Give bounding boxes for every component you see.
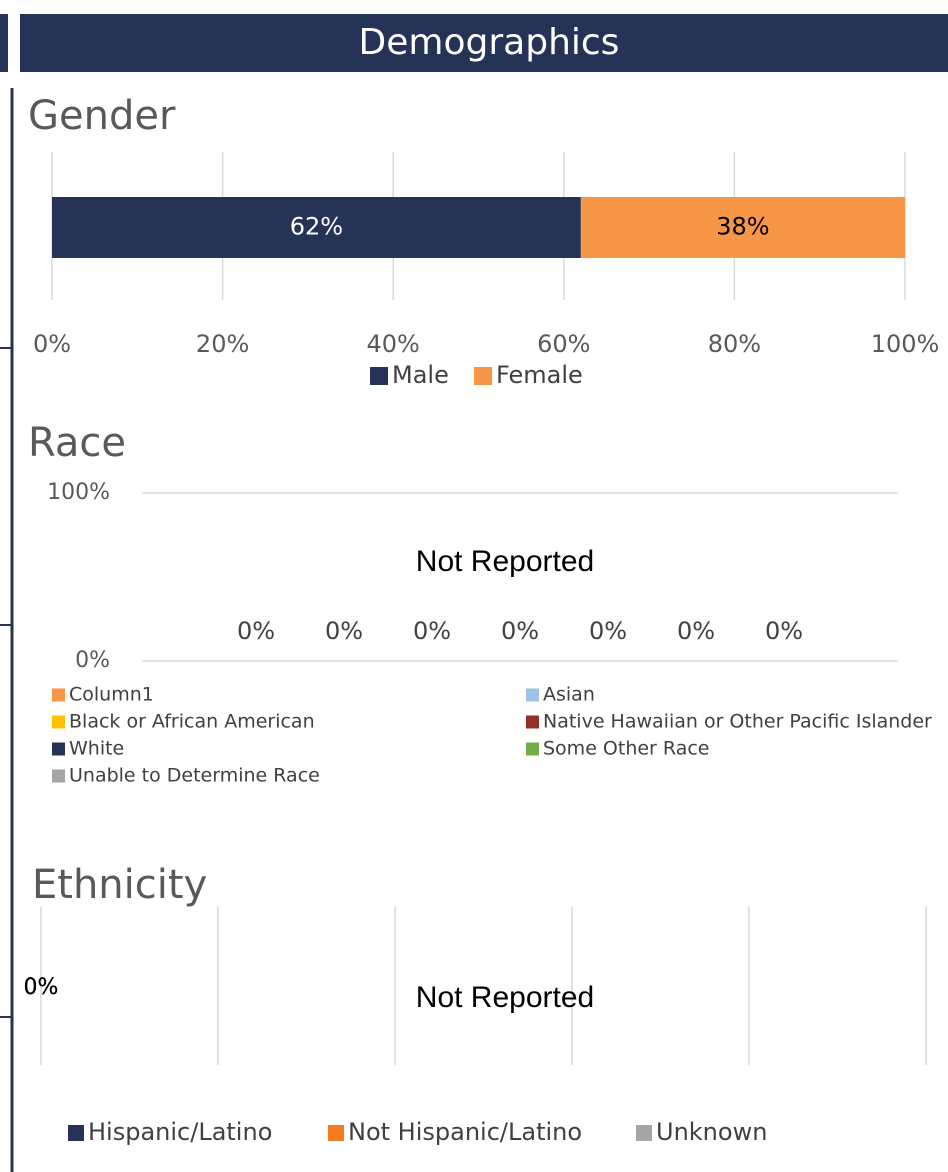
bar-segment bbox=[52, 197, 581, 258]
bar-segment bbox=[580, 197, 905, 258]
legend-swatch bbox=[370, 367, 388, 385]
data-label: 0% bbox=[24, 975, 59, 1000]
legend-label: Unknown bbox=[656, 1118, 767, 1146]
header-bar bbox=[20, 14, 948, 72]
x-tick-label: 80% bbox=[708, 330, 761, 358]
data-label: 38% bbox=[716, 213, 769, 241]
legend-swatch bbox=[52, 688, 65, 702]
data-label: 0% bbox=[325, 617, 363, 645]
legend-label: Native Hawaiian or Other Pacific Islande… bbox=[543, 711, 932, 733]
legend-label: Unable to Determine Race bbox=[69, 765, 320, 787]
legend-swatch bbox=[68, 1125, 84, 1141]
legend-swatch bbox=[474, 367, 492, 385]
legend-swatch bbox=[526, 715, 539, 729]
legend-label: Male bbox=[392, 361, 449, 389]
x-tick-label: 40% bbox=[367, 330, 420, 358]
legend-swatch bbox=[636, 1125, 652, 1141]
legend-label: Asian bbox=[543, 684, 595, 706]
legend-label: Black or African American bbox=[69, 711, 315, 733]
data-label: 0% bbox=[24, 975, 59, 1000]
legend-label: Column1 bbox=[69, 684, 154, 706]
chart-title: Gender bbox=[28, 93, 176, 139]
data-label: 0% bbox=[413, 617, 451, 645]
y-tick-label: 100% bbox=[47, 480, 110, 505]
legend-swatch bbox=[52, 769, 65, 783]
x-tick-label: 100% bbox=[871, 330, 940, 358]
legend-label: Not Hispanic/Latino bbox=[348, 1118, 582, 1146]
legend-swatch bbox=[328, 1125, 344, 1141]
data-label: 0% bbox=[24, 975, 59, 1000]
annotation: Not Reported bbox=[416, 545, 594, 578]
x-tick-label: 20% bbox=[196, 330, 249, 358]
legend-label: Female bbox=[496, 361, 583, 389]
data-label: 0% bbox=[589, 617, 627, 645]
data-label: 0% bbox=[237, 617, 275, 645]
header-stub bbox=[0, 14, 8, 72]
legend-label: White bbox=[69, 738, 124, 760]
data-label: 0% bbox=[501, 617, 539, 645]
legend-swatch bbox=[526, 742, 539, 756]
x-tick-label: 0% bbox=[33, 330, 71, 358]
legend-label: Hispanic/Latino bbox=[88, 1118, 272, 1146]
data-label: 0% bbox=[765, 617, 803, 645]
legend-label: Some Other Race bbox=[543, 738, 709, 760]
chart-title: Ethnicity bbox=[32, 862, 207, 908]
data-label: 62% bbox=[290, 213, 343, 241]
legend-swatch bbox=[52, 742, 65, 756]
legend-swatch bbox=[526, 688, 539, 702]
y-tick-label: 0% bbox=[75, 648, 110, 673]
chart-title: Race bbox=[28, 420, 126, 466]
data-label: 0% bbox=[677, 617, 715, 645]
header-title: Demographics bbox=[359, 22, 620, 63]
annotation: Not Reported bbox=[416, 981, 594, 1014]
x-tick-label: 60% bbox=[537, 330, 590, 358]
legend-swatch bbox=[52, 715, 65, 729]
